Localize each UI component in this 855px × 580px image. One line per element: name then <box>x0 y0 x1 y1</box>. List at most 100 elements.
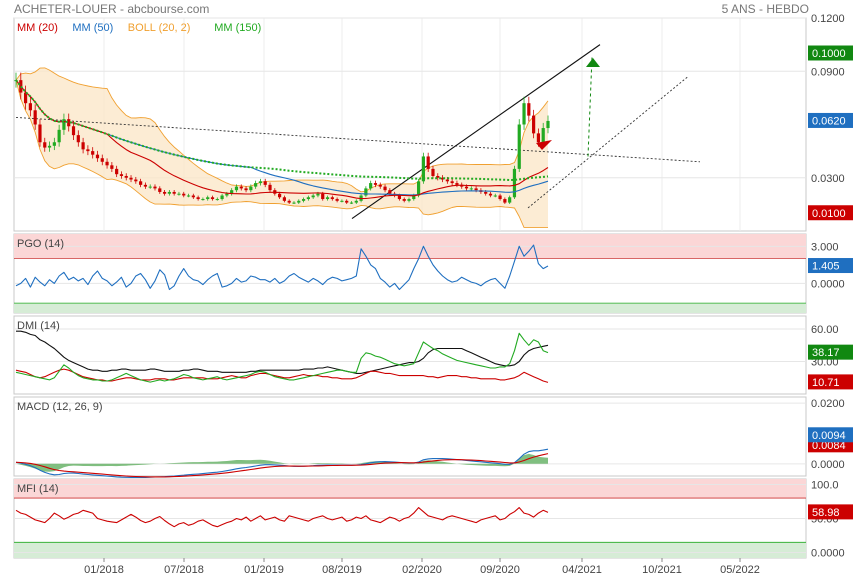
mfi-ytick-0: 100.0 <box>811 479 839 491</box>
candle-body <box>234 186 239 191</box>
legend-0: PGO (14) <box>17 238 64 250</box>
candle-body <box>196 197 200 200</box>
candle-body <box>225 193 229 196</box>
candle-body <box>201 199 205 201</box>
x-tick-label-2: 01/2019 <box>244 564 284 576</box>
macd-badge-1: 0.0084 <box>812 440 846 452</box>
candle-body <box>517 124 521 169</box>
candle-body <box>258 181 263 184</box>
candle-body <box>421 156 425 182</box>
candle-body <box>445 179 449 182</box>
macd-badge-0-bg <box>808 427 853 443</box>
candle-body <box>536 133 541 143</box>
candle-body <box>23 92 28 104</box>
candle-body <box>503 199 507 203</box>
pgo-badge-bg <box>808 258 853 274</box>
candle-body <box>407 199 411 201</box>
candle-body <box>546 120 550 129</box>
candle-body <box>249 186 253 191</box>
candle-body <box>541 128 545 143</box>
candle-body <box>182 193 186 196</box>
pgo-ytick-0: 3.000 <box>811 241 839 253</box>
x-tick-label-4: 02/2020 <box>402 564 442 576</box>
price-badge-0: 0.1000 <box>812 48 846 60</box>
candle-body <box>71 126 76 136</box>
candle-body <box>129 177 133 180</box>
candle-body <box>397 195 402 200</box>
pgo-oversold-zone <box>14 303 806 313</box>
price-badge-0-bg <box>808 45 853 61</box>
candle-body <box>119 174 124 176</box>
legend-2: BOLL (20, 2) <box>128 22 191 34</box>
x-tick-label-3: 08/2019 <box>322 564 362 576</box>
candle-body <box>369 183 373 189</box>
candle-body <box>47 145 52 148</box>
candle-body <box>484 191 488 194</box>
candle-body <box>455 183 459 185</box>
candle-body <box>287 200 291 203</box>
dmi-badge-1-bg <box>808 374 853 390</box>
candle-body <box>349 202 354 204</box>
candle-body <box>340 200 344 202</box>
price-badge-2-bg <box>808 205 853 221</box>
price-ytick-0: 0.1200 <box>811 13 845 25</box>
macd-ytick-0: 0.0200 <box>811 398 845 410</box>
mfi-line <box>15 507 549 528</box>
legend-0: MFI (14) <box>17 483 59 495</box>
candle-body <box>311 195 315 198</box>
candle-body <box>464 186 469 189</box>
candle-body <box>436 175 440 178</box>
candle-body <box>239 186 243 189</box>
candle-body <box>115 168 119 175</box>
candle-body <box>86 149 90 152</box>
candle-body <box>153 186 157 189</box>
candle-body <box>297 200 301 203</box>
mfi-badge: 58.98 <box>812 507 840 519</box>
candle-body <box>210 197 215 200</box>
legend-0: MACD (12, 26, 9) <box>17 401 103 413</box>
candle-body <box>345 200 349 203</box>
macd-signal-line <box>15 453 549 478</box>
mfi-oversold-zone <box>14 542 806 558</box>
candle-body <box>139 181 143 185</box>
candle-body <box>52 142 56 146</box>
target-projection <box>587 57 593 157</box>
candle-body <box>364 188 368 196</box>
candle-body <box>62 119 66 130</box>
candle-body <box>230 190 234 194</box>
candle-body <box>38 124 42 143</box>
candle-body <box>335 199 339 201</box>
trendline-solid <box>351 44 601 220</box>
candle-body <box>321 193 325 200</box>
mfi-badge-bg <box>808 504 853 520</box>
candle-body <box>57 129 61 143</box>
candle-body <box>148 186 152 188</box>
candle-body <box>268 184 272 191</box>
candle-body <box>498 195 502 200</box>
candle-body <box>33 110 37 125</box>
candle-body <box>244 188 248 191</box>
trendline-dotted-lower <box>527 76 689 209</box>
x-tick-label-7: 10/2021 <box>642 564 682 576</box>
candle-body <box>426 156 430 169</box>
period-label: 5 ANS - HEBDO <box>721 2 809 16</box>
price-ytick-1: 0.0900 <box>811 66 845 78</box>
dmi-panel-frame <box>13 315 807 395</box>
chart-title: ACHETER-LOUER - abcbourse.com <box>14 2 210 16</box>
candle-body <box>522 103 526 125</box>
candle-body <box>100 158 104 162</box>
legend-3: MM (150) <box>214 22 261 34</box>
pgo-line <box>15 244 549 291</box>
candle-body <box>412 195 416 200</box>
candle-body <box>306 197 310 200</box>
macd-badge-0: 0.0094 <box>812 430 846 442</box>
candle-body <box>278 193 282 198</box>
dmi-badge-0: 38.17 <box>812 347 840 359</box>
candle-body <box>43 142 47 148</box>
candle-body <box>206 197 210 200</box>
candle-body <box>215 199 219 201</box>
candle-body <box>186 195 191 197</box>
x-tick-label-0: 01/2018 <box>84 564 124 576</box>
candle-body <box>512 168 517 198</box>
